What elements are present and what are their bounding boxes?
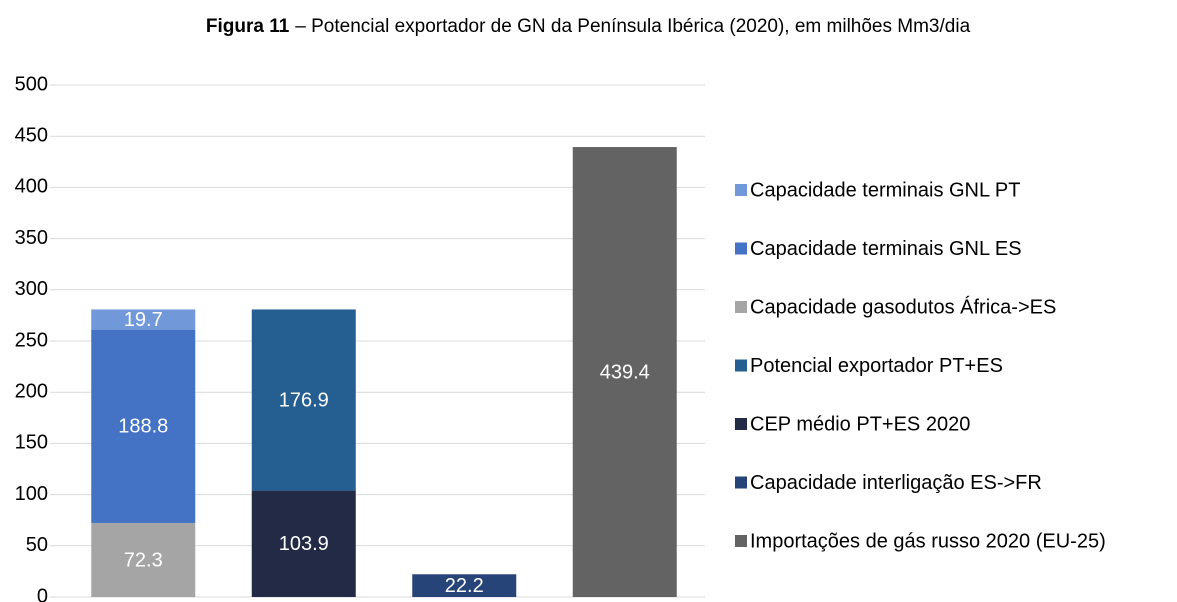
- legend-label: Capacidade terminais GNL ES: [750, 238, 1022, 260]
- chart-title: Figura 11– Potencial exportador de GN da…: [206, 16, 971, 37]
- y-tick-label: 350: [15, 227, 48, 249]
- data-label: 19.7: [124, 309, 163, 331]
- legend-label: Capacidade terminais GNL PT: [750, 179, 1021, 201]
- y-tick-label: 100: [15, 483, 48, 505]
- bar-segment: [251, 490, 356, 597]
- y-tick-label: 450: [15, 124, 48, 146]
- legend-swatch: [735, 301, 747, 313]
- legend-label: Potencial exportador PT+ES: [750, 355, 1003, 377]
- y-tick-label: 250: [15, 329, 48, 351]
- legend-label: Capacidade gasodutos África->ES: [750, 295, 1056, 318]
- y-tick-label: 500: [15, 73, 48, 95]
- y-tick-label: 150: [15, 432, 48, 454]
- legend-swatch: [735, 418, 747, 430]
- legend-swatch: [735, 359, 747, 372]
- bar-segment: [251, 309, 356, 491]
- data-label: 103.9: [279, 533, 329, 555]
- bar-segment: [91, 309, 196, 330]
- legend-label: CEP médio PT+ES 2020: [750, 413, 970, 435]
- legend-label: Capacidade interligação ES->FR: [750, 472, 1042, 494]
- legend-swatch: [735, 476, 747, 489]
- bar-segment: [572, 147, 677, 598]
- title-label: Figura 11: [206, 16, 290, 37]
- y-tick-label: 50: [26, 534, 48, 556]
- legend-swatch: [735, 184, 747, 196]
- data-label: 22.2: [445, 575, 484, 597]
- y-tick-label: 300: [15, 278, 48, 300]
- title-text: – Potencial exportador de GN da Penínsul…: [295, 16, 970, 37]
- legend-swatch: [735, 242, 747, 255]
- y-tick-label: 400: [15, 176, 48, 198]
- y-tick-label: 0: [37, 585, 48, 602]
- bar-segment: [91, 329, 196, 523]
- bar-segment: [412, 574, 517, 597]
- data-label: 188.8: [118, 416, 168, 438]
- data-label: 72.3: [124, 549, 163, 571]
- data-label: 439.4: [600, 361, 650, 383]
- legend-swatch: [735, 535, 747, 547]
- legend-label: Importações de gás russo 2020 (EU-25): [750, 530, 1106, 552]
- y-tick-label: 200: [15, 380, 48, 402]
- data-label: 176.9: [279, 389, 329, 411]
- bar-segment: [91, 522, 196, 597]
